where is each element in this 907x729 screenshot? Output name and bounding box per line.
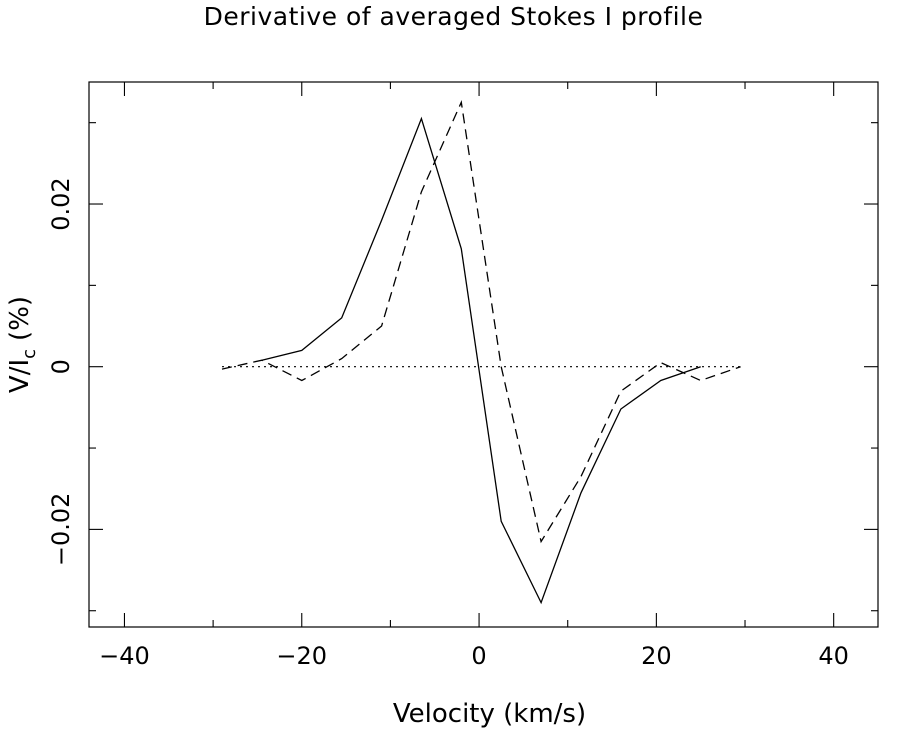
series-dashed bbox=[221, 100, 741, 544]
x-tick-label: 40 bbox=[818, 642, 849, 670]
y-axis-label: V/Ic (%) bbox=[5, 296, 40, 393]
y-tick-label: 0.02 bbox=[47, 177, 75, 230]
y-tick-label: 0 bbox=[47, 359, 75, 374]
x-axis-label: Velocity (km/s) bbox=[393, 699, 586, 729]
series-solid bbox=[261, 116, 701, 605]
tick-labels: −40 −20 0 20 40 −0.02 0 0.02 bbox=[47, 177, 849, 670]
y-axis-label-unit: (%) bbox=[5, 296, 35, 341]
plot-frame bbox=[88, 81, 879, 628]
y-tick-label: −0.02 bbox=[47, 493, 75, 567]
x-tick-label: −20 bbox=[276, 642, 327, 670]
y-axis-label-main: V/I bbox=[5, 359, 35, 393]
axis-ticks bbox=[89, 82, 878, 627]
chart-title: Derivative of averaged Stokes I profile bbox=[203, 2, 704, 31]
x-tick-label: −40 bbox=[99, 642, 150, 670]
y-axis-label-sub: c bbox=[19, 349, 40, 359]
x-tick-label: 0 bbox=[471, 642, 486, 670]
data-series bbox=[221, 100, 741, 605]
x-tick-label: 20 bbox=[641, 642, 672, 670]
